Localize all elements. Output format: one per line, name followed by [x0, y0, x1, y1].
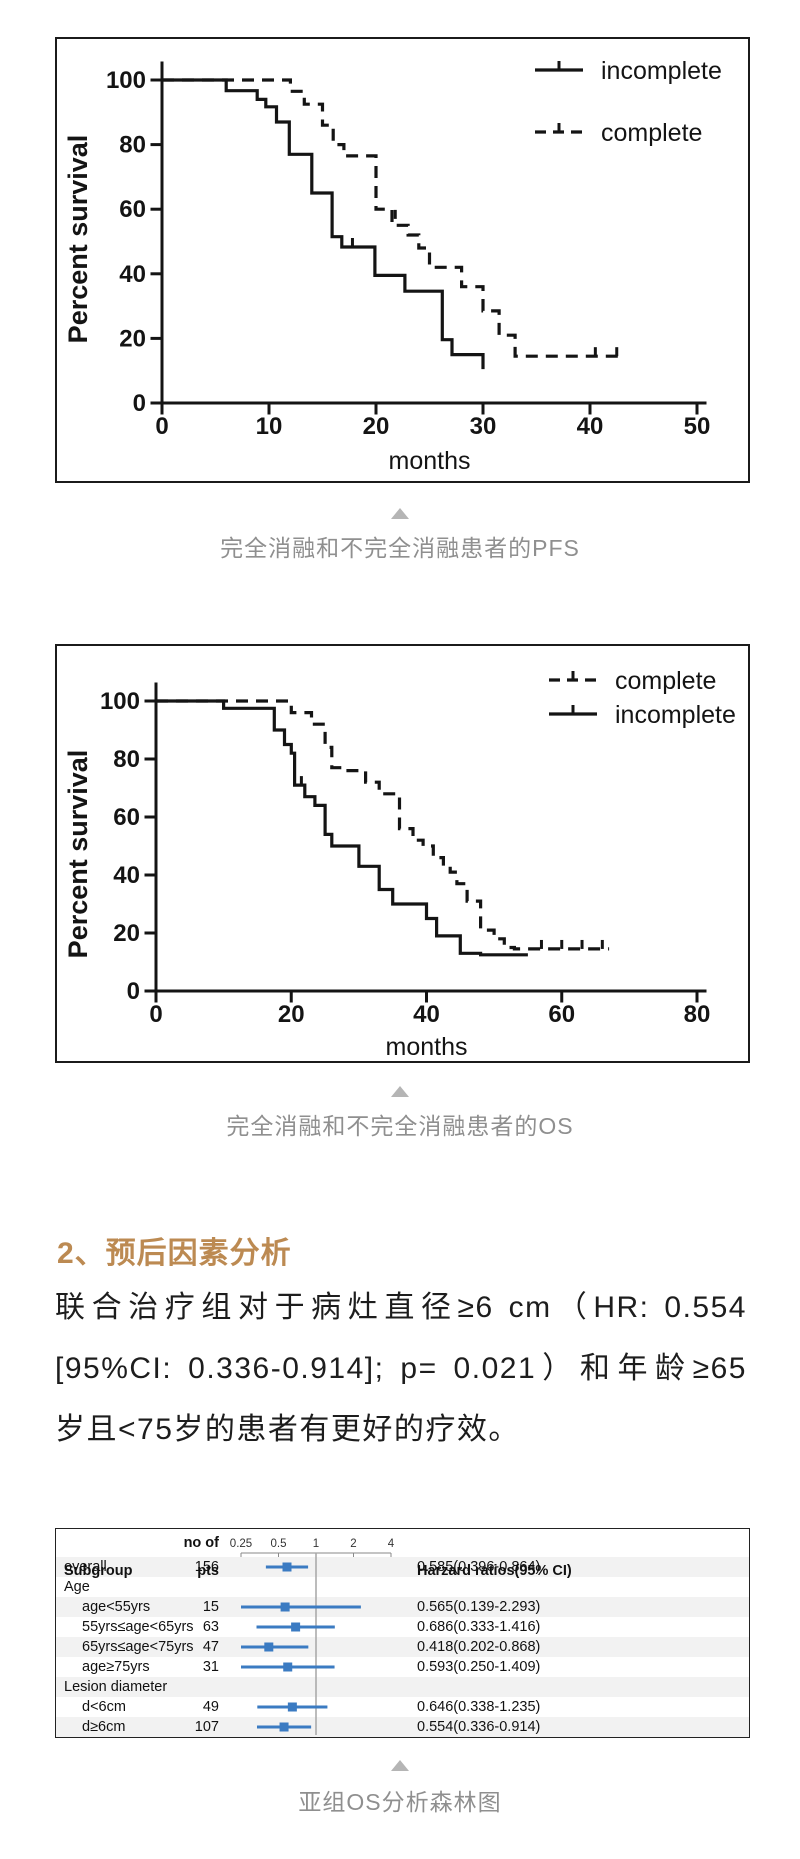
- x-tick-label: 30: [470, 413, 497, 440]
- x-tick-label: 60: [548, 1001, 575, 1028]
- y-tick-label: 40: [119, 261, 146, 288]
- forest-group-age: Age: [64, 1579, 90, 1595]
- forest-col-pts: no of pts: [183, 1535, 219, 1579]
- x-tick-label: 40: [577, 413, 604, 440]
- forest-row-age-lt55: age<55yrs 15 0.565(0.139-2.293): [56, 1597, 749, 1617]
- y-tick-label: 60: [119, 196, 146, 223]
- forest-row-age-55-65: 55yrs≤age<65yrs 63 0.686(0.333-1.416): [82, 1619, 541, 1635]
- figure3-caption: 亚组OS分析森林图: [298, 1789, 502, 1815]
- figure1-caption-block: 完全消融和不完全消融患者的PFS: [0, 508, 800, 563]
- caption-arrow-icon: [391, 1760, 409, 1771]
- forest-col-subgroup: Subgroup: [64, 1563, 133, 1579]
- y-tick-label: 100: [106, 67, 146, 94]
- x-tick-label: 80: [684, 1001, 711, 1028]
- y-axis-title: Percent survival: [63, 750, 93, 959]
- paragraph-line: [95%CI: 0.336-0.914]; p= 0.021）和年龄≥65: [55, 1352, 747, 1385]
- y-tick-label: 0: [133, 390, 146, 417]
- x-tick-label: 50: [684, 413, 711, 440]
- legend-label: incomplete: [615, 701, 736, 729]
- caption-arrow-icon: [391, 1086, 409, 1097]
- y-tick-label: 0: [127, 978, 140, 1005]
- legend-label: complete: [601, 119, 702, 147]
- forest-row-age-65-75: 65yrs≤age<75yrs 47 0.418(0.202-0.868): [56, 1637, 749, 1657]
- forest-row-d-ge6: d≥6cm 107 0.554(0.336-0.914): [56, 1717, 749, 1737]
- km-curve-incomplete: [156, 699, 528, 957]
- x-axis-title: months: [389, 447, 471, 475]
- y-tick-label: 40: [113, 862, 140, 889]
- x-axis-title: months: [386, 1033, 468, 1061]
- pfs-km-plot: 0 10 20 30 40 50 0 20 40 60 80 100 months Percent sur…: [63, 57, 722, 475]
- forest-row-d-lt6: d<6cm 49 0.646(0.338-1.235): [82, 1699, 541, 1715]
- section-heading: 2、预后因素分析: [57, 1237, 292, 1270]
- figure1-caption: 完全消融和不完全消融患者的PFS: [220, 535, 580, 561]
- forest-col-hr: Harzard ratios(95% CI): [417, 1563, 572, 1579]
- figure3-caption-block: 亚组OS分析森林图: [0, 1760, 800, 1817]
- km-curve-complete: [162, 78, 623, 358]
- forest-plot-table: Subgroup no of pts Harzard ratios(95% CI…: [55, 1528, 750, 1738]
- legend-label: incomplete: [601, 57, 722, 85]
- section-paragraph: 联合治疗组对于病灶直径≥6 cm（HR: 0.554 [95%CI: 0.336…: [55, 1277, 747, 1460]
- x-tick-label: 40: [413, 1001, 440, 1028]
- y-tick-label: 80: [113, 746, 140, 773]
- figure2-caption-block: 完全消融和不完全消融患者的OS: [0, 1086, 800, 1141]
- os-km-plot: 0 20 40 60 80 0 20 40 60 80 100 months Percent survi…: [63, 667, 736, 1061]
- x-tick-label: 10: [256, 413, 283, 440]
- x-tick-label: 20: [278, 1001, 305, 1028]
- figure2-caption: 完全消融和不完全消融患者的OS: [226, 1113, 574, 1139]
- pfs-km-chart: 0 10 20 30 40 50 0 20 40 60 80 100 months Percent sur…: [55, 37, 750, 483]
- axis: [154, 682, 707, 993]
- forest-group-lesion-diameter: Lesion diameter: [56, 1677, 749, 1697]
- km-curve-complete: [156, 699, 610, 951]
- caption-arrow-icon: [391, 508, 409, 519]
- forest-header-row: Subgroup no of pts Harzard ratios(95% CI…: [56, 1529, 749, 1579]
- y-tick-label: 80: [119, 132, 146, 159]
- x-tick-label: 0: [155, 413, 168, 440]
- km-curve-incomplete: [162, 78, 485, 370]
- x-tick-label: 0: [149, 1001, 162, 1028]
- paragraph-line: 岁且<75岁的患者有更好的疗效。: [55, 1413, 520, 1446]
- axis: [160, 61, 707, 405]
- forest-row-age-ge75: age≥75yrs 31 0.593(0.250-1.409): [82, 1659, 541, 1675]
- legend-label: complete: [615, 667, 716, 695]
- forest-row-overall: overall 156 0.585(0.396-0.864): [56, 1557, 749, 1577]
- y-tick-label: 100: [100, 688, 140, 715]
- x-tick-label: 20: [363, 413, 390, 440]
- os-km-chart: 0 20 40 60 80 0 20 40 60 80 100 months Percent survi…: [55, 644, 750, 1063]
- y-tick-label: 20: [113, 920, 140, 947]
- y-tick-label: 60: [113, 804, 140, 831]
- paragraph-line: 联合治疗组对于病灶直径≥6 cm（HR: 0.554: [55, 1291, 747, 1324]
- y-tick-label: 20: [119, 325, 146, 352]
- y-axis-title: Percent survival: [63, 135, 93, 344]
